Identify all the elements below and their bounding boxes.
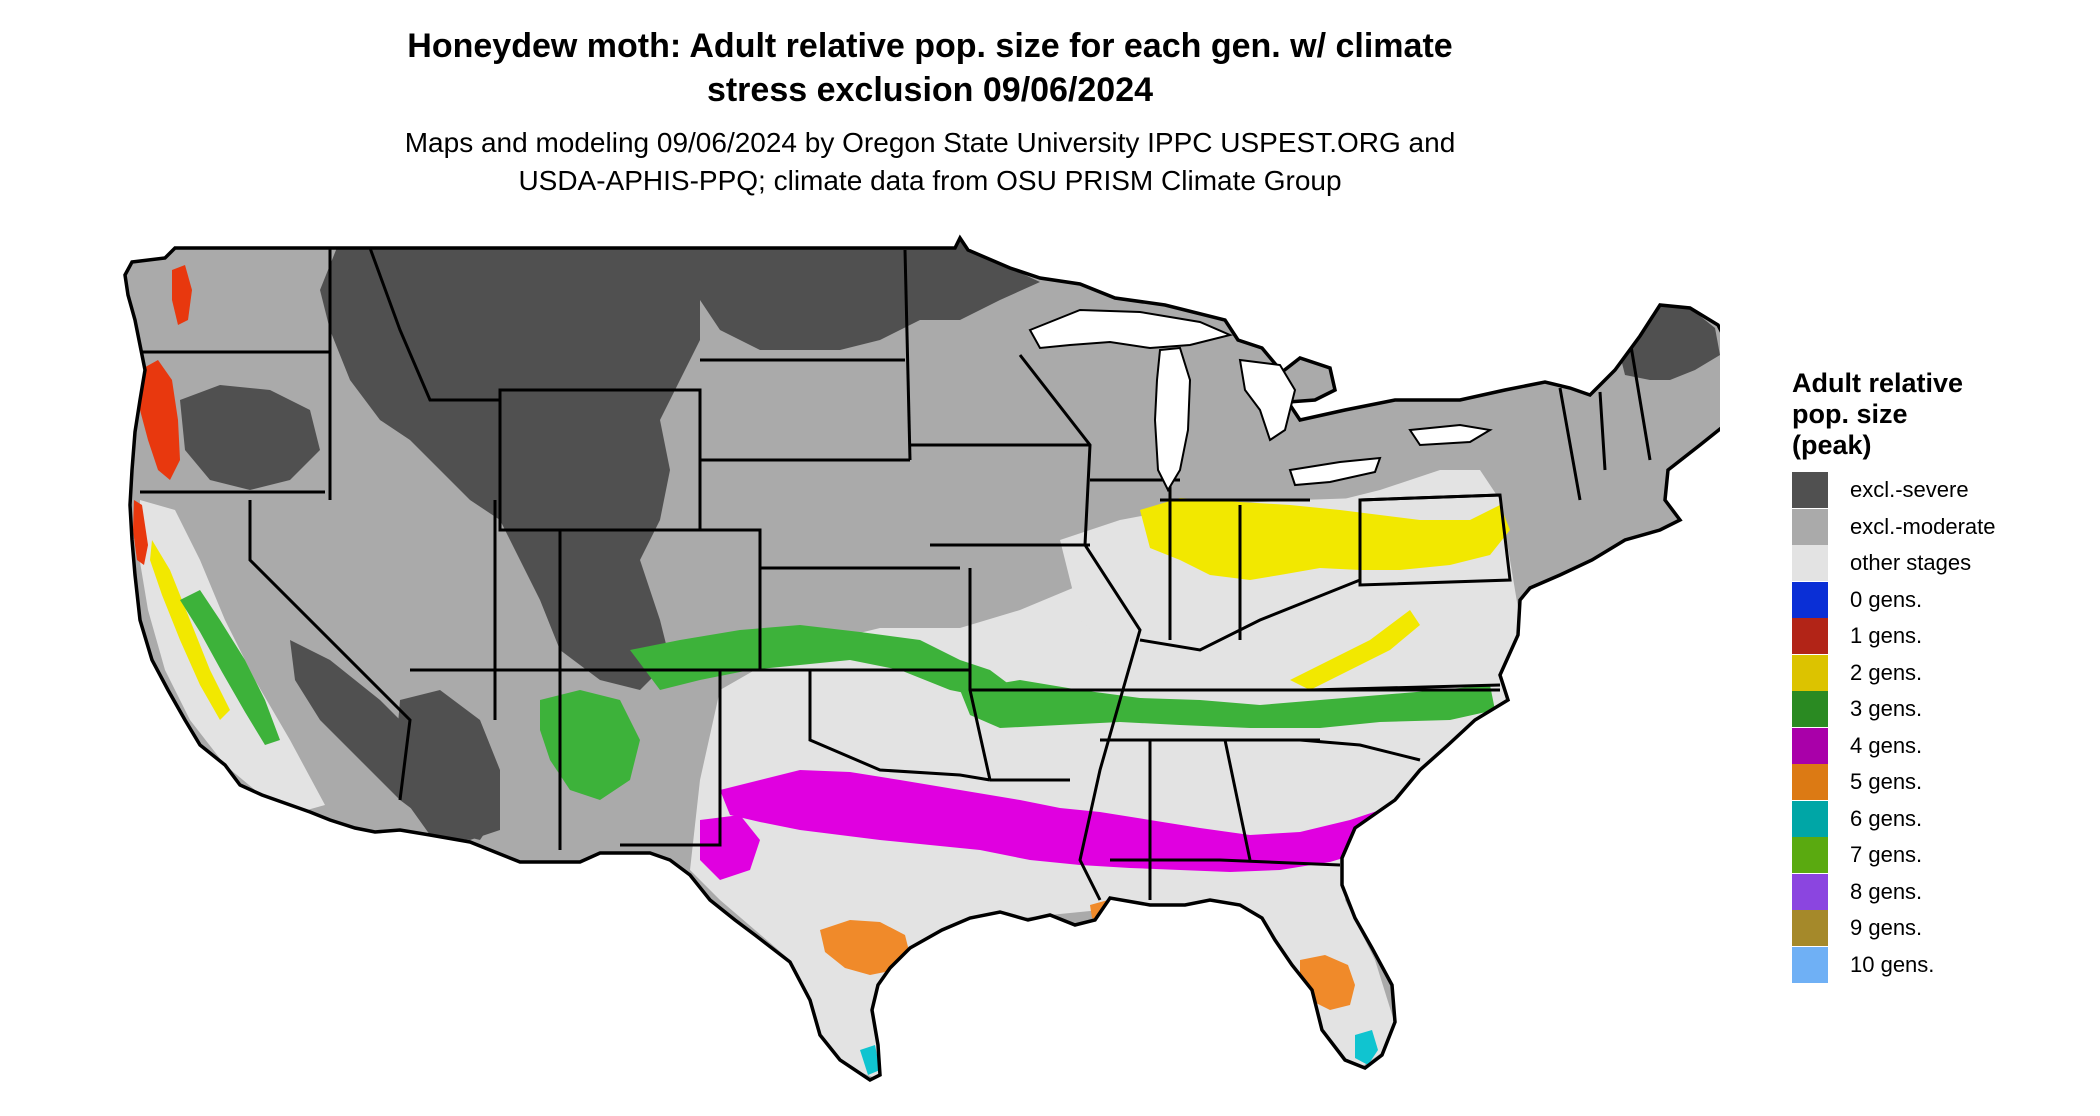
legend-item-9-gens: 9 gens. [1792,910,2092,947]
legend-item-excl-severe: excl.-severe [1792,472,2092,509]
state-borders [135,247,1652,901]
legend-swatch [1792,764,1828,800]
lake-superior [1028,308,1234,350]
legend-swatch [1792,472,1828,508]
border-new-york-south [1359,493,1501,502]
legend-swatch [1792,508,1828,545]
region-4-gens-gulf [720,770,1395,872]
title-line-2: stress exclusion 09/06/2024 [706,71,1154,109]
legend-label: 7 gens. [1850,842,1923,867]
border-gulf-states [1110,858,1341,867]
map-subtitle: Maps and modeling 09/06/2024 by Oregon S… [300,124,1560,200]
lake-michigan [1153,346,1192,493]
border-dakotas-east [903,249,912,461]
region-severe-north-plains [700,240,1040,350]
legend-label: 3 gens. [1850,696,1923,721]
region-2-gens-california [150,540,230,720]
border-carolinas [1299,738,1421,762]
legend-label: 4 gens. [1850,732,1923,758]
region-severe-maine [1620,300,1720,380]
region-severe-oregon [180,385,320,490]
region-3-gens-ozark-band [630,625,1010,700]
legend-title: Adult relative pop. size (peak) [1792,368,2092,461]
legend-swatch [1792,581,1828,618]
border-ca-nv [248,500,412,801]
region-3-gens-sierra [180,590,280,745]
legend-swatch [1792,946,1828,983]
legend-swatch [1792,691,1828,727]
region-3-gens-tennessee [960,680,1495,728]
lake-erie [1288,456,1382,487]
legend-item-3-gens: 3 gens. [1792,691,2092,728]
border-al-ga [1223,739,1252,861]
region-1-gen-oregon [140,360,180,480]
legend-title-line-3: (peak) [1792,430,1872,460]
legend-label: excl.-severe [1850,477,1969,502]
legend-label: 8 gens. [1850,878,1923,904]
region-severe-northern-rockies [320,240,700,690]
legend-label: 2 gens. [1850,659,1923,685]
legend-label: 9 gens. [1850,915,1923,940]
border-nebraska-kansas [700,528,960,570]
legend-swatch [1792,837,1828,873]
border-ohio-river [1139,578,1361,652]
region-2-gens-midwest [1140,498,1510,580]
us-map [123,234,1720,1083]
legend-swatch [1792,873,1828,910]
legend-label: other stages [1850,550,1972,575]
subtitle-line-1: Maps and modeling 09/06/2024 by Oregon S… [404,127,1456,158]
legend-label: excl.-moderate [1850,513,1996,539]
legend-swatch [1792,727,1828,764]
legend-title-line-2: pop. size [1792,399,1908,429]
legend-label: 10 gens. [1850,951,1935,977]
lake-huron [1238,358,1297,442]
legend-item-other-stages: other stages [1792,545,2092,582]
region-5-gens-texas-coast [820,920,910,975]
subtitle-line-2: USDA-APHIS-PPQ; climate data from OSU PR… [518,165,1342,196]
legend-swatch [1792,910,1828,946]
border-idaho-montana [368,247,500,402]
legend-label: 0 gens. [1850,586,1923,612]
legend-swatch [1792,545,1828,581]
legend-item-2-gens: 2 gens. [1792,654,2092,692]
region-1-gen-california-coast [133,500,148,565]
legend-item-1-gens: 1 gens. [1792,618,2092,655]
legend-label: 1 gens. [1850,623,1923,648]
legend-item-6-gens: 6 gens. [1792,800,2092,838]
us-outline [123,234,1720,1083]
legend-item-5-gens: 5 gens. [1792,764,2092,801]
legend-item-4-gens: 4 gens. [1792,727,2092,765]
legend-item-10-gens: 10 gens. [1792,946,2092,984]
legend-item-7-gens: 7 gens. [1792,837,2092,874]
map-title: Honeydew moth: Adult relative pop. size … [300,24,1560,112]
legend-label: 5 gens. [1850,769,1923,794]
legend-swatch [1792,618,1828,654]
region-2-gens-appalachia [1290,610,1420,690]
region-severe-arizona [395,690,500,840]
legend-item-8-gens: 8 gens. [1792,873,2092,911]
legend-item-excl-moderate: excl.-moderate [1792,508,2092,546]
border-new-england [1558,339,1652,501]
region-6-gens-florida-tip [1355,1030,1378,1065]
region-4-gens-texas-south [700,815,760,880]
legend-title-line-1: Adult relative [1792,368,1964,398]
border-oklahoma-texas [808,670,991,782]
region-6-gens-texas-tip [860,1045,880,1075]
title-line-1: Honeydew moth: Adult relative pop. size … [407,27,1453,65]
border-nm-texas [620,670,722,847]
border-mississippi-river [1018,354,1142,901]
border-virginia-nc [1309,683,1501,692]
legend-label: 6 gens. [1850,805,1923,831]
legend-swatch [1792,654,1828,691]
lake-ontario [1408,423,1493,447]
region-1-gen-washington [172,265,192,325]
legend-item-0-gens: 0 gens. [1792,581,2092,619]
region-3-gens-new-mexico [540,690,640,800]
legend-swatch [1792,800,1828,837]
map-legend: Adult relative pop. size (peak) excl.-se… [1792,368,2092,983]
region-other-stages [690,470,1520,1080]
